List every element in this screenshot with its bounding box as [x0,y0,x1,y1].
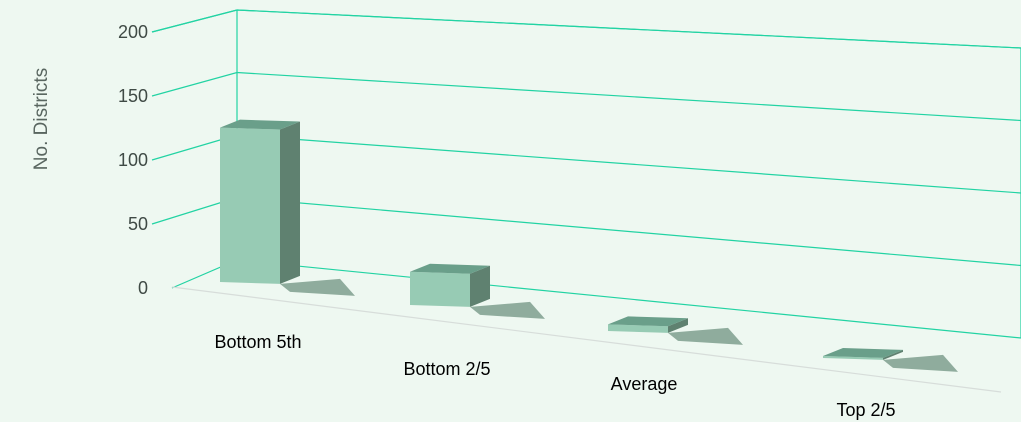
bar-side [883,349,903,360]
bar-side [668,318,688,333]
bar-shadow [280,278,355,296]
category-label: Bottom 5th [214,332,301,352]
bar-side [470,265,490,307]
category-label: Average [611,374,678,394]
bar-front [220,127,280,284]
bar-side [280,121,300,284]
bar-front [410,271,470,307]
category-labels: Bottom 5th Bottom 2/5 Average Top 2/5 [214,332,895,420]
y-axis-title: No. Districts [31,68,52,170]
bar-top [823,348,903,358]
bar-shadows [280,278,958,372]
bars [220,119,903,360]
wall-top-edge [151,9,1021,49]
gridline-150 [151,71,1021,122]
y-tick-label: 50 [128,214,148,234]
gridline-200 [151,9,1021,49]
category-label: Bottom 2/5 [403,359,490,379]
bar-top [220,119,300,130]
bar-front [608,324,668,333]
bar-shadow [883,354,958,372]
bar-front [823,356,883,360]
y-tick-labels: 0 50 100 150 200 [118,22,148,298]
bar-shadow [470,301,545,319]
y-tick-label: 150 [118,86,148,106]
y-tick-label: 0 [138,278,148,298]
floor-edge [171,286,1002,393]
category-label: Top 2/5 [836,400,895,420]
bar-top [608,316,688,327]
y-tick-label: 200 [118,22,148,42]
bar-top [410,263,490,274]
y-tick-label: 100 [118,150,148,170]
bar-shadow [668,327,743,345]
